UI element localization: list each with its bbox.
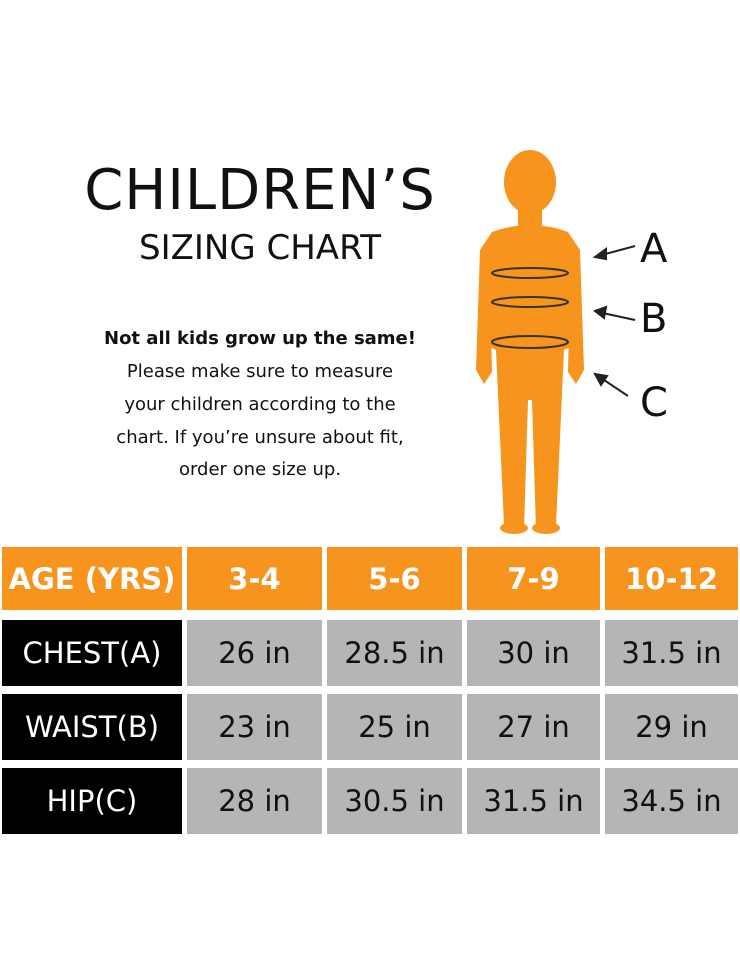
label-c: C: [640, 380, 668, 426]
header-cell: AGE (YRS): [2, 547, 182, 610]
header-cell: 3-4: [187, 547, 322, 610]
size-cell: 30.5 in: [327, 768, 462, 834]
size-cell: 25 in: [327, 694, 462, 760]
intro-line: your children according to the: [124, 394, 396, 415]
row-label: WAIST(B): [2, 694, 182, 760]
label-a: A: [640, 226, 668, 272]
silhouette: [476, 150, 584, 534]
size-cell: 34.5 in: [605, 768, 738, 834]
subtitle: SIZING CHART: [138, 228, 381, 268]
intro-line: Please make sure to measure: [126, 361, 394, 382]
header-cell: 10-12: [605, 547, 738, 610]
row-label: CHEST(A): [2, 620, 182, 686]
child-figure: A B C: [476, 150, 668, 534]
measure-lines: [491, 267, 569, 349]
intro-lead: Not all kids grow up the same!: [104, 328, 416, 349]
size-cell: 31.5 in: [605, 620, 738, 686]
size-cell: 29 in: [605, 694, 738, 760]
intro-line: order one size up.: [178, 459, 342, 480]
size-cell: 31.5 in: [467, 768, 600, 834]
size-cell: 30 in: [467, 620, 600, 686]
size-cell: 28.5 in: [327, 620, 462, 686]
intro-line: chart. If you’re unsure about fit,: [116, 427, 404, 448]
size-cell: 23 in: [187, 694, 322, 760]
size-cell: 28 in: [187, 768, 322, 834]
size-cell: 26 in: [187, 620, 322, 686]
arrows: [592, 245, 636, 397]
header-cell: 7-9: [467, 547, 600, 610]
header-cell: 5-6: [327, 547, 462, 610]
row-label: HIP(C): [2, 768, 182, 834]
size-cell: 27 in: [467, 694, 600, 760]
title: CHILDREN’S: [84, 158, 436, 223]
label-b: B: [640, 296, 667, 342]
